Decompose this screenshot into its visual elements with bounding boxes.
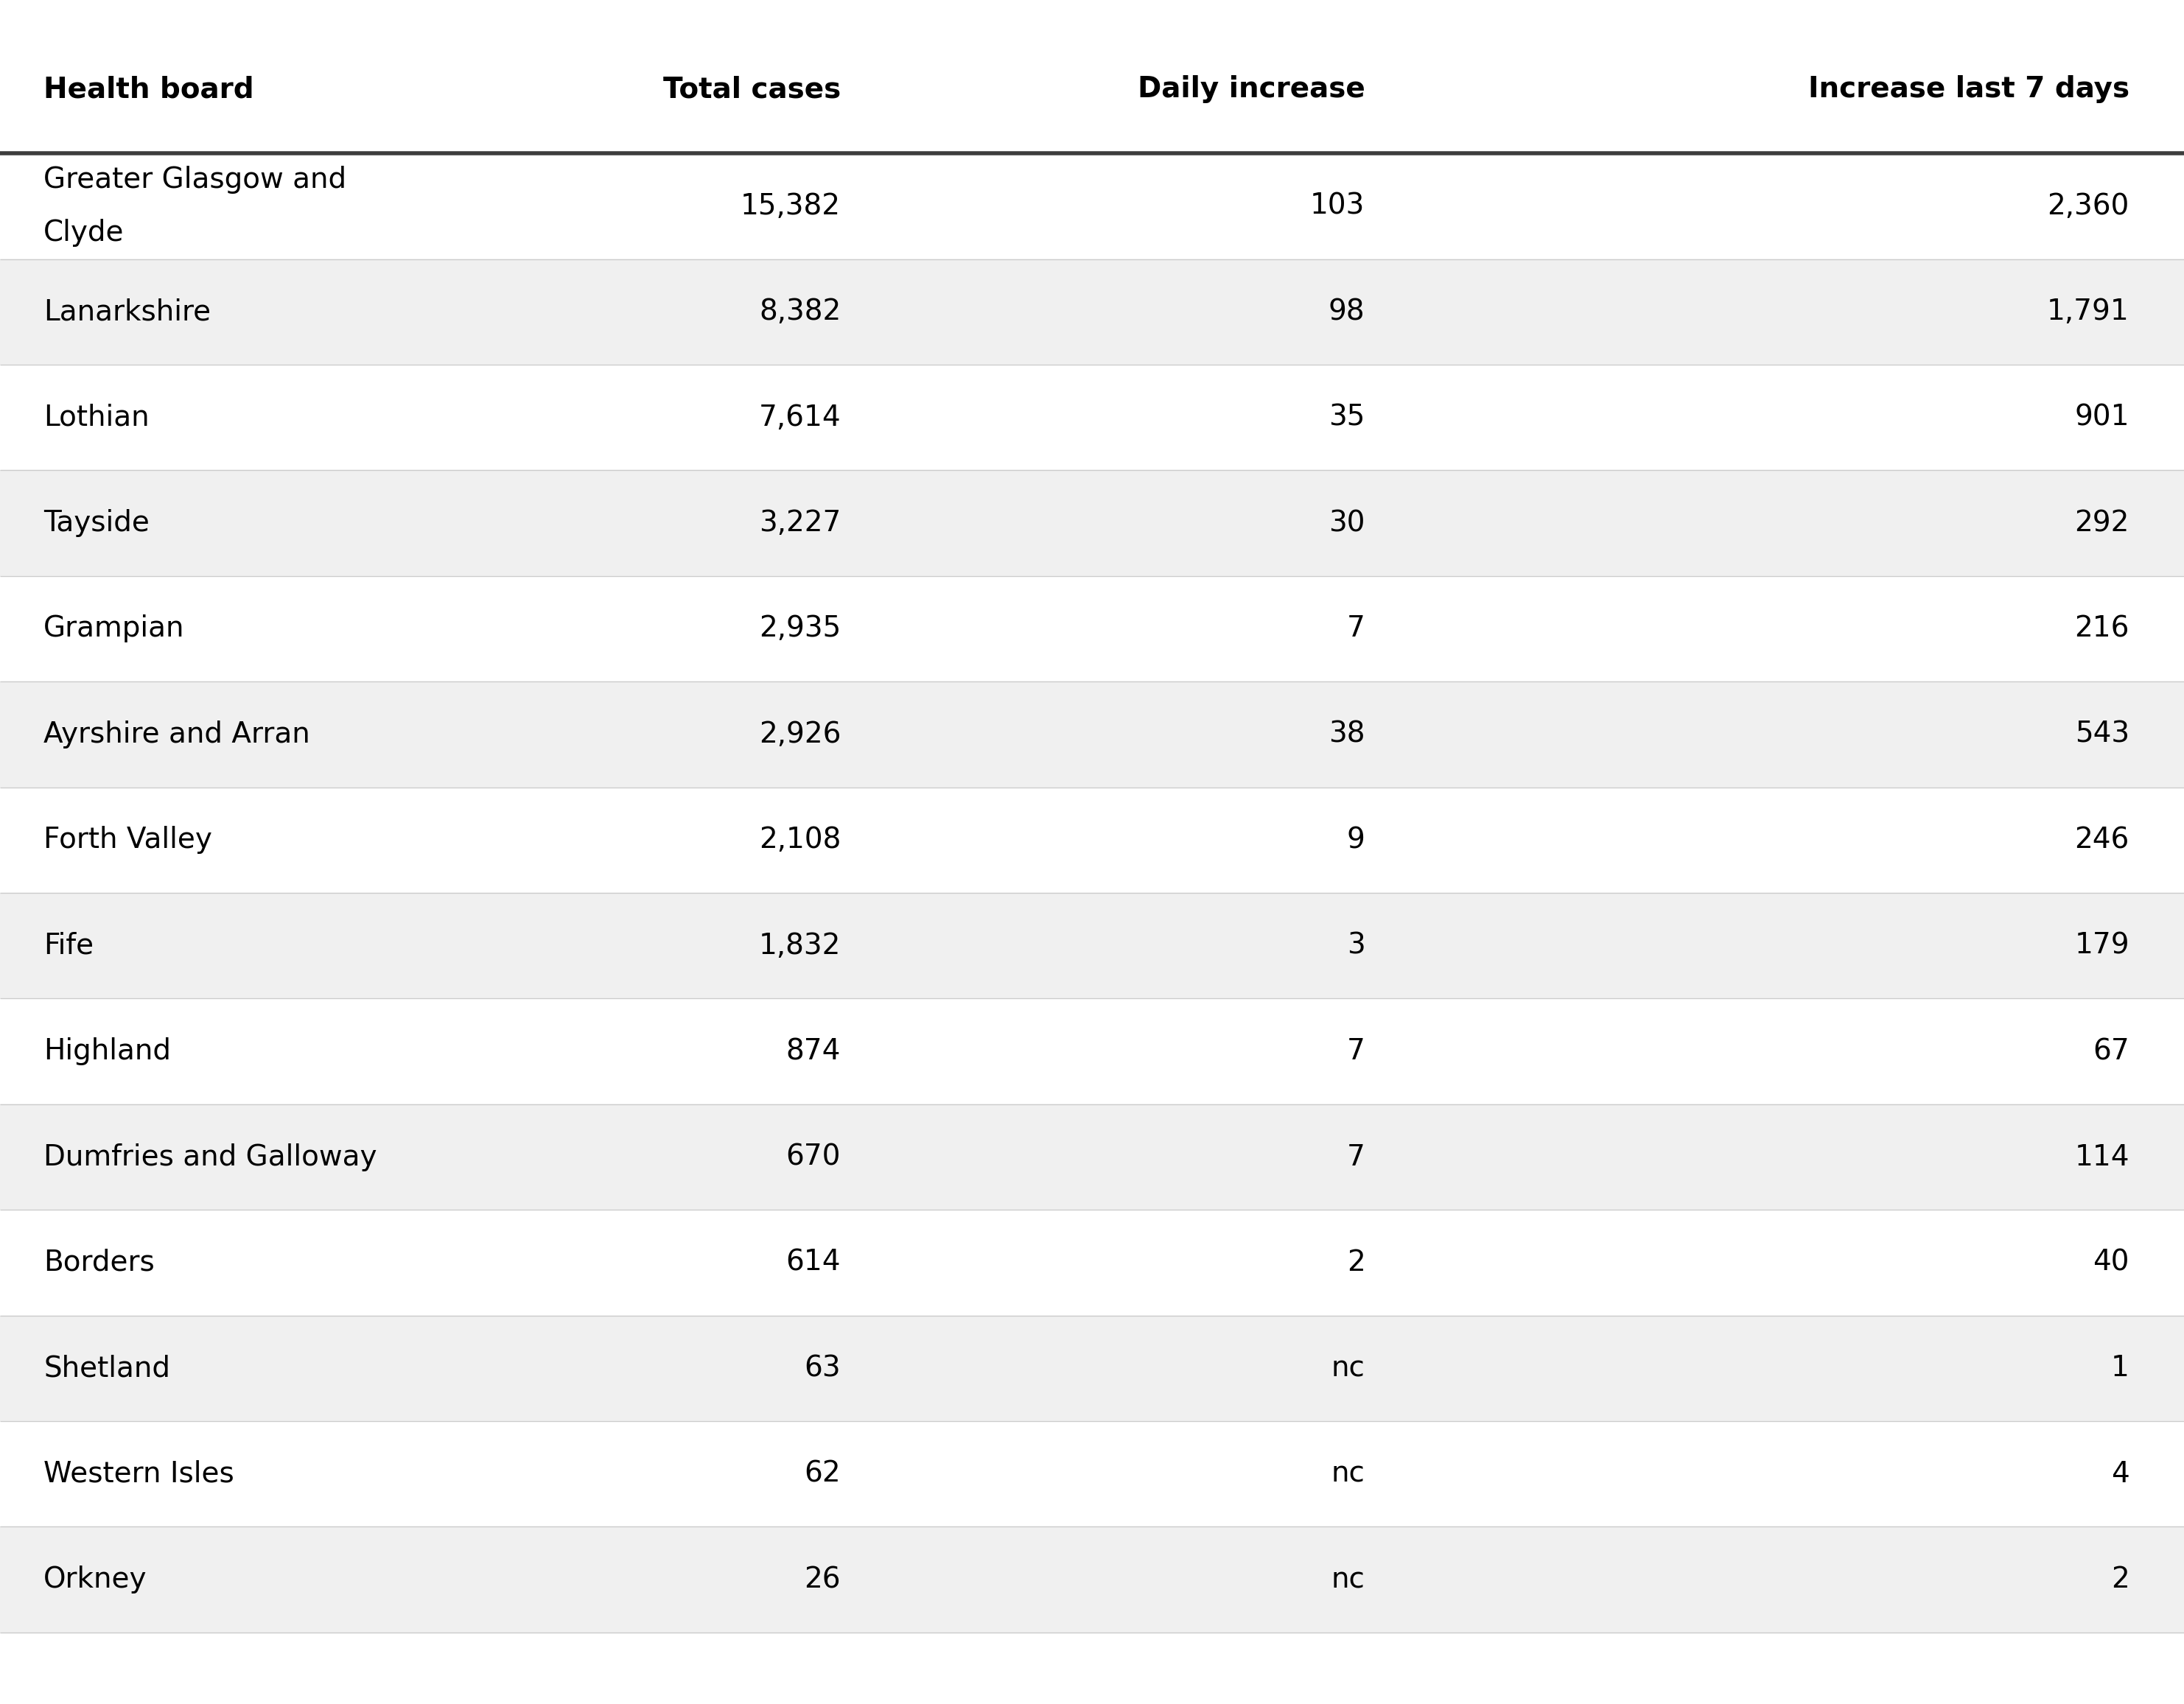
Bar	[0, 1104, 2184, 1210]
Text: 62: 62	[804, 1460, 841, 1488]
Text: nc: nc	[1332, 1355, 1365, 1382]
Text: Fife: Fife	[44, 932, 94, 959]
Text: 9: 9	[1348, 826, 1365, 854]
Text: 1,791: 1,791	[2046, 298, 2129, 325]
Text: Total cases: Total cases	[664, 75, 841, 104]
Text: 901: 901	[2075, 404, 2129, 431]
Text: 2: 2	[2112, 1566, 2129, 1593]
Text: 15,382: 15,382	[740, 193, 841, 220]
Bar	[0, 682, 2184, 787]
Text: Highland: Highland	[44, 1038, 170, 1065]
Text: 1: 1	[2112, 1355, 2129, 1382]
Text: 114: 114	[2075, 1143, 2129, 1171]
Text: 2,935: 2,935	[758, 615, 841, 642]
Text: 35: 35	[1328, 404, 1365, 431]
Bar	[0, 893, 2184, 999]
Bar	[0, 365, 2184, 470]
Text: Ayrshire and Arran: Ayrshire and Arran	[44, 721, 310, 748]
Text: 7,614: 7,614	[758, 404, 841, 431]
Text: 670: 670	[786, 1143, 841, 1171]
Text: 8,382: 8,382	[758, 298, 841, 325]
Text: Clyde: Clyde	[44, 218, 124, 247]
Text: 7: 7	[1348, 615, 1365, 642]
Text: 4: 4	[2112, 1460, 2129, 1488]
Text: 874: 874	[786, 1038, 841, 1065]
Bar	[0, 1315, 2184, 1421]
Text: 38: 38	[1328, 721, 1365, 748]
Text: 179: 179	[2075, 932, 2129, 959]
Text: 63: 63	[804, 1355, 841, 1382]
Text: 292: 292	[2075, 509, 2129, 537]
Text: 2,360: 2,360	[2046, 193, 2129, 220]
Bar	[0, 26, 2184, 153]
Text: Western Isles: Western Isles	[44, 1460, 234, 1488]
Text: 40: 40	[2092, 1249, 2129, 1276]
Text: 103: 103	[1310, 193, 1365, 220]
Bar	[0, 576, 2184, 682]
Text: Greater Glasgow and: Greater Glasgow and	[44, 165, 347, 194]
Text: Daily increase: Daily increase	[1138, 75, 1365, 104]
Text: 7: 7	[1348, 1038, 1365, 1065]
Text: 26: 26	[804, 1566, 841, 1593]
Text: Grampian: Grampian	[44, 615, 186, 642]
Text: 246: 246	[2075, 826, 2129, 854]
Text: Lanarkshire: Lanarkshire	[44, 298, 212, 325]
Text: 3,227: 3,227	[758, 509, 841, 537]
Text: 98: 98	[1328, 298, 1365, 325]
Bar	[0, 787, 2184, 893]
Bar	[0, 1421, 2184, 1527]
Text: Lothian: Lothian	[44, 404, 149, 431]
Text: Orkney: Orkney	[44, 1566, 146, 1593]
Text: nc: nc	[1332, 1460, 1365, 1488]
Bar	[0, 470, 2184, 576]
Text: 2,108: 2,108	[758, 826, 841, 854]
Text: 543: 543	[2075, 721, 2129, 748]
Bar	[0, 1210, 2184, 1315]
Text: 216: 216	[2075, 615, 2129, 642]
Bar	[0, 999, 2184, 1104]
Bar	[0, 153, 2184, 259]
Text: 3: 3	[1348, 932, 1365, 959]
Text: 7: 7	[1348, 1143, 1365, 1171]
Text: 2,926: 2,926	[758, 721, 841, 748]
Text: 30: 30	[1328, 509, 1365, 537]
Bar	[0, 1527, 2184, 1632]
Text: 2: 2	[1348, 1249, 1365, 1276]
Text: Tayside: Tayside	[44, 509, 151, 537]
Bar	[0, 259, 2184, 365]
Text: Borders: Borders	[44, 1249, 155, 1276]
Text: 67: 67	[2092, 1038, 2129, 1065]
Text: nc: nc	[1332, 1566, 1365, 1593]
Text: Dumfries and Galloway: Dumfries and Galloway	[44, 1143, 378, 1171]
Text: Increase last 7 days: Increase last 7 days	[1808, 75, 2129, 104]
Text: Shetland: Shetland	[44, 1355, 170, 1382]
Text: 614: 614	[786, 1249, 841, 1276]
Text: Health board: Health board	[44, 75, 253, 104]
Text: 1,832: 1,832	[758, 932, 841, 959]
Text: Forth Valley: Forth Valley	[44, 826, 212, 854]
